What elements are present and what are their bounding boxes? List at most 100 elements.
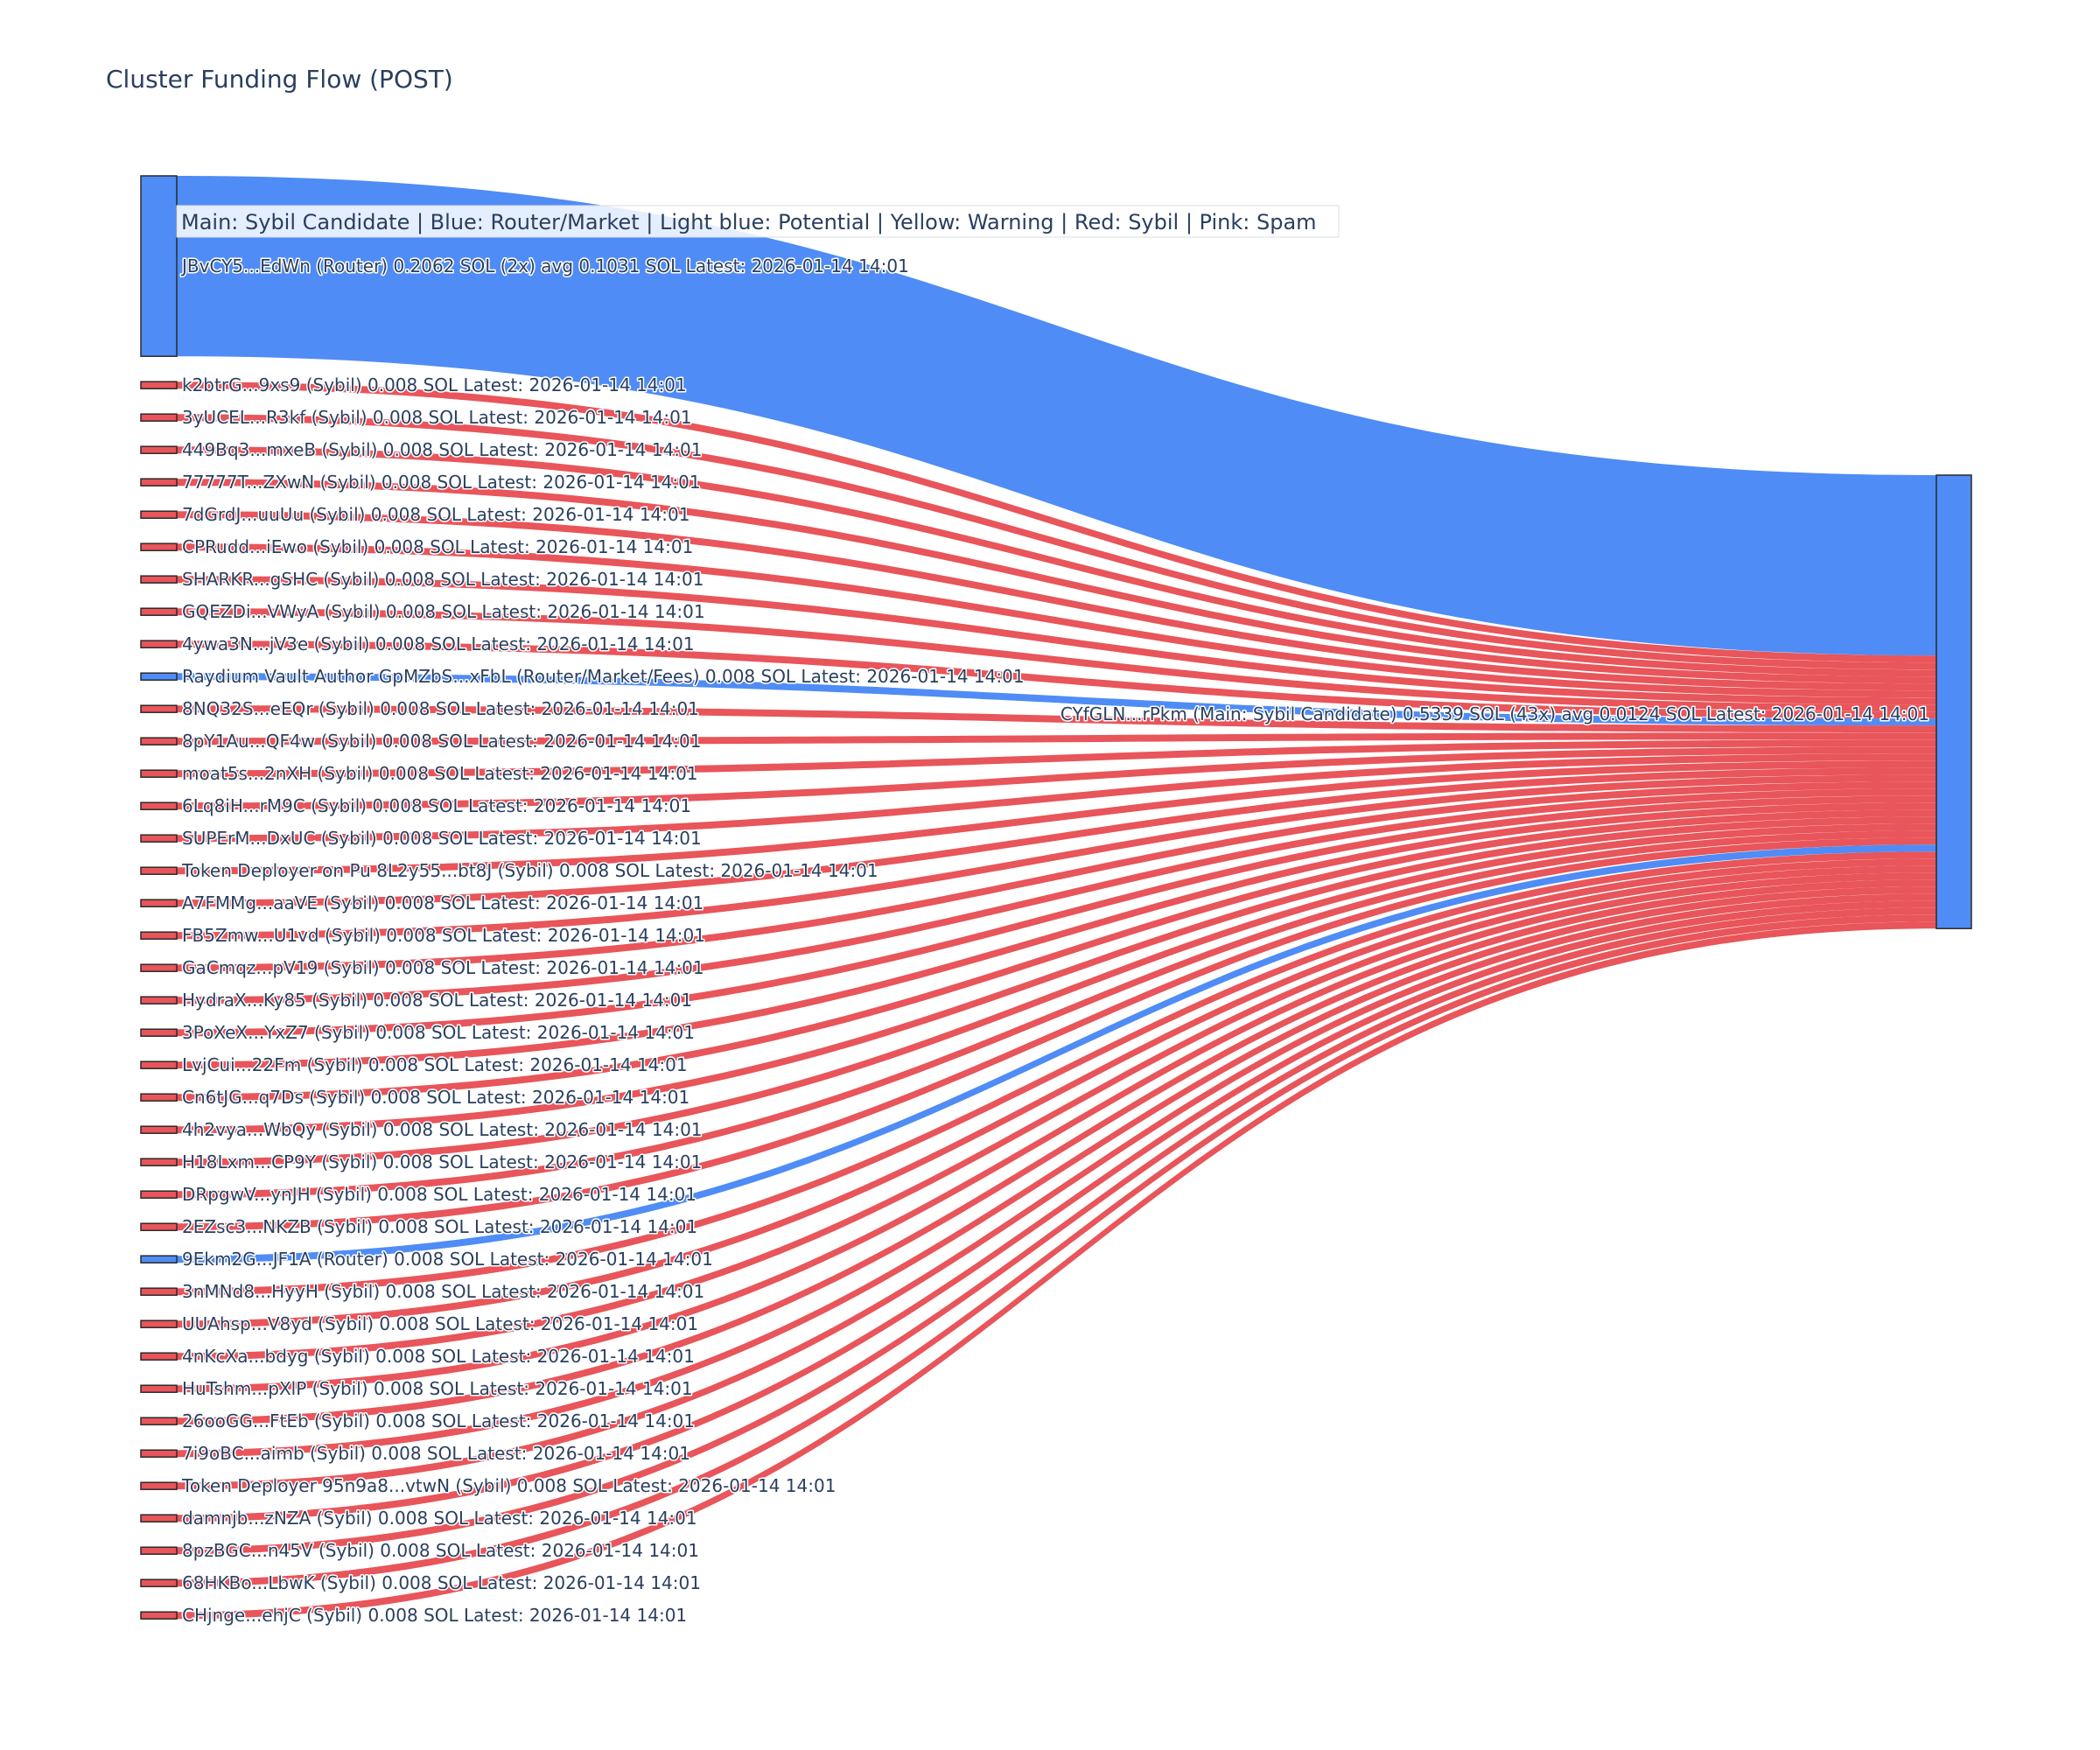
flow-link-26[interactable]	[177, 830, 1936, 1199]
flow-link-25[interactable]	[177, 823, 1936, 1166]
source-node-14[interactable]	[140, 802, 178, 810]
source-label-22: LvjCui...22Fm (Sybil) 0.008 SOL Latest: …	[182, 1054, 688, 1075]
flow-link-1[interactable]	[177, 382, 1936, 663]
source-node-25[interactable]	[140, 1158, 178, 1166]
flow-link-9[interactable]	[177, 640, 1936, 719]
flow-link-29[interactable]	[177, 851, 1936, 1296]
source-node-34[interactable]	[140, 1449, 178, 1458]
source-node-39[interactable]	[140, 1611, 178, 1620]
flow-link-37[interactable]	[177, 907, 1936, 1555]
flow-link-28[interactable]	[177, 844, 1936, 1264]
source-node-11[interactable]	[140, 704, 178, 713]
flow-link-38[interactable]	[177, 914, 1936, 1587]
source-label-37: 8pzBGC...n45V (Sybil) 0.008 SOL Latest: …	[182, 1540, 699, 1561]
flow-link-24[interactable]	[177, 816, 1936, 1134]
source-label-5: 7dGrdJ...uuUu (Sybil) 0.008 SOL Latest: …	[182, 504, 690, 525]
source-label-12: 8pY1Au...QF4w (Sybil) 0.008 SOL Latest: …	[182, 731, 701, 752]
source-node-37[interactable]	[140, 1546, 178, 1555]
source-node-3[interactable]	[140, 445, 178, 454]
source-label-2: 3yUCEL...R3kf (Sybil) 0.008 SOL Latest: …	[182, 407, 692, 428]
source-node-22[interactable]	[140, 1060, 178, 1069]
source-node-31[interactable]	[140, 1352, 178, 1361]
flow-link-15[interactable]	[177, 753, 1936, 843]
flow-link-31[interactable]	[177, 865, 1936, 1361]
source-node-7[interactable]	[140, 575, 178, 584]
source-label-1: k2btrG...9xs9 (Sybil) 0.008 SOL Latest: …	[182, 374, 687, 396]
source-node-18[interactable]	[140, 931, 178, 940]
source-node-9[interactable]	[140, 640, 178, 648]
flow-link-39[interactable]	[177, 921, 1936, 1620]
flow-link-14[interactable]	[177, 746, 1936, 810]
source-label-34: 7i9oBC...aimb (Sybil) 0.008 SOL Latest: …	[182, 1443, 690, 1464]
source-node-5[interactable]	[140, 510, 178, 519]
source-node-15[interactable]	[140, 834, 178, 843]
flow-link-32[interactable]	[177, 872, 1936, 1393]
source-label-4: 77777T...ZXwN (Sybil) 0.008 SOL Latest: …	[182, 472, 701, 493]
source-node-27[interactable]	[140, 1222, 178, 1231]
source-node-13[interactable]	[140, 769, 178, 778]
source-node-4[interactable]	[140, 478, 178, 486]
flow-link-18[interactable]	[177, 774, 1936, 940]
flow-links	[177, 176, 1936, 1620]
flow-link-8[interactable]	[177, 608, 1936, 712]
flow-link-6[interactable]	[177, 543, 1936, 698]
flow-link-17[interactable]	[177, 767, 1936, 907]
source-node-36[interactable]	[140, 1514, 178, 1522]
source-node-26[interactable]	[140, 1190, 178, 1199]
flow-link-34[interactable]	[177, 886, 1936, 1458]
source-label-6: CPRudd...iEwo (Sybil) 0.008 SOL Latest: …	[182, 536, 693, 557]
flow-link-19[interactable]	[177, 781, 1936, 972]
source-node-8[interactable]	[140, 607, 178, 616]
source-node-6[interactable]	[140, 542, 178, 551]
source-node-10[interactable]	[140, 672, 178, 681]
target-node[interactable]	[1936, 474, 1972, 929]
source-node-2[interactable]	[140, 413, 178, 422]
source-label-21: 3PoXeX...YxZ7 (Sybil) 0.008 SOL Latest: …	[182, 1022, 695, 1043]
source-node-29[interactable]	[140, 1287, 178, 1296]
flow-link-5[interactable]	[177, 511, 1936, 691]
source-label-26: DRpgwV...ynJH (Sybil) 0.008 SOL Latest: …	[182, 1184, 696, 1205]
source-node-35[interactable]	[140, 1481, 178, 1490]
flow-link-27[interactable]	[177, 837, 1936, 1231]
flow-link-16[interactable]	[177, 760, 1936, 875]
source-node-12[interactable]	[140, 737, 178, 746]
source-node-24[interactable]	[140, 1125, 178, 1134]
flow-link-4[interactable]	[177, 479, 1936, 684]
source-node-23[interactable]	[140, 1093, 178, 1102]
source-label-16: Token Deployer on Pu 8L2y55...bt8J (Sybi…	[181, 860, 878, 881]
flow-link-33[interactable]	[177, 879, 1936, 1425]
flow-link-20[interactable]	[177, 788, 1936, 1004]
source-node-19[interactable]	[140, 963, 178, 972]
flow-link-21[interactable]	[177, 795, 1936, 1037]
flow-link-22[interactable]	[177, 802, 1936, 1069]
flow-link-0[interactable]	[177, 176, 1936, 656]
flow-link-30[interactable]	[177, 858, 1936, 1328]
flow-link-23[interactable]	[177, 809, 1936, 1102]
source-node-1[interactable]	[140, 381, 178, 389]
source-node-16[interactable]	[140, 866, 178, 875]
flow-link-35[interactable]	[177, 893, 1936, 1490]
source-label-7: SHARKR...gSHC (Sybil) 0.008 SOL Latest: …	[182, 569, 704, 590]
source-node-28[interactable]	[140, 1255, 178, 1264]
source-label-19: GaCmqz...pV19 (Sybil) 0.008 SOL Latest: …	[182, 957, 704, 978]
flow-link-7[interactable]	[177, 576, 1936, 705]
source-node-33[interactable]	[140, 1417, 178, 1425]
source-node-32[interactable]	[140, 1384, 178, 1393]
source-node-20[interactable]	[140, 996, 178, 1004]
flow-link-36[interactable]	[177, 900, 1936, 1522]
source-label-25: H18Lxm...CP9Y (Sybil) 0.008 SOL Latest: …	[182, 1152, 702, 1172]
flow-link-13[interactable]	[177, 739, 1936, 778]
source-node-38[interactable]	[140, 1578, 178, 1587]
source-label-30: UUAhsp...V8yd (Sybil) 0.008 SOL Latest: …	[182, 1313, 698, 1334]
source-node-30[interactable]	[140, 1320, 178, 1328]
legend-text: Main: Sybil Candidate | Blue: Router/Mar…	[181, 210, 1317, 234]
flow-link-11[interactable]	[177, 705, 1936, 733]
source-node-21[interactable]	[140, 1028, 178, 1037]
flow-link-3[interactable]	[177, 446, 1936, 677]
flow-link-2[interactable]	[177, 414, 1936, 670]
flow-link-12[interactable]	[177, 732, 1936, 746]
flow-link-10[interactable]	[177, 673, 1936, 726]
source-label-15: SUPErM...DxUC (Sybil) 0.008 SOL Latest: …	[182, 828, 702, 849]
source-node-17[interactable]	[140, 899, 178, 907]
source-node-0[interactable]	[140, 175, 178, 357]
